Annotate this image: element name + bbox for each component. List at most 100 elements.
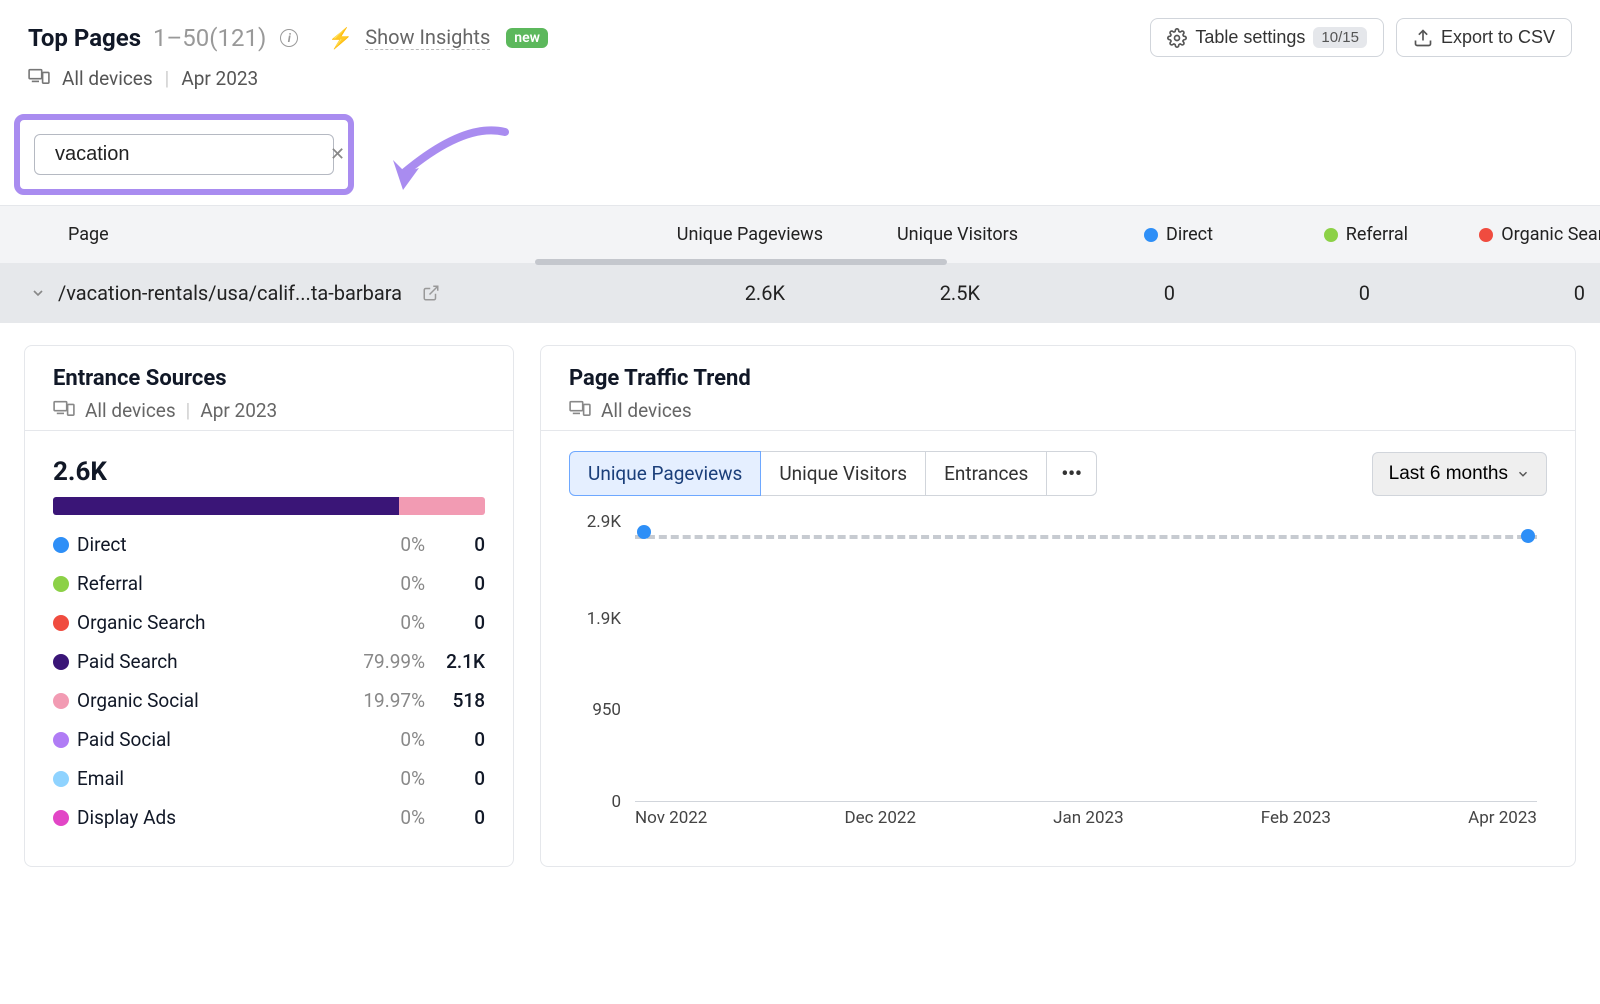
date-label[interactable]: Apr 2023 — [181, 67, 258, 90]
info-icon[interactable]: i — [280, 29, 298, 47]
source-pct: 0% — [345, 533, 425, 556]
upload-icon — [1413, 28, 1433, 48]
separator: | — [165, 67, 170, 90]
col-organic-search[interactable]: Organic Search — [1408, 224, 1600, 245]
page-cell: /vacation-rentals/usa/calif...ta-barbara — [30, 281, 590, 305]
source-dot-icon — [53, 732, 69, 748]
source-row: Paid Social0%0 — [53, 728, 485, 751]
chevron-down-icon[interactable] — [30, 285, 46, 301]
source-label: Referral — [77, 572, 345, 595]
y-tick-label: 0 — [611, 792, 621, 812]
entrance-sources-title: Entrance Sources — [53, 366, 485, 391]
export-label: Export to CSV — [1441, 27, 1555, 48]
source-value: 0 — [425, 806, 485, 829]
traffic-trend-title: Page Traffic Trend — [569, 366, 1547, 391]
panel-body: 2.6K Direct0%0Referral0%0Organic Search0… — [25, 431, 513, 853]
show-insights-link[interactable]: Show Insights — [365, 25, 490, 50]
x-axis: Nov 2022Dec 2022Jan 2023Feb 2023Apr 2023 — [635, 808, 1537, 828]
export-csv-button[interactable]: Export to CSV — [1396, 18, 1572, 57]
horizontal-scrollbar[interactable] — [535, 259, 947, 265]
panel-body: Unique PageviewsUnique VisitorsEntrances… — [541, 431, 1575, 866]
col-unique-visitors[interactable]: Unique Visitors — [823, 224, 1018, 245]
table-settings-button[interactable]: Table settings 10/15 — [1150, 18, 1384, 57]
source-row: Paid Search79.99%2.1K — [53, 650, 485, 673]
y-axis: 2.9K1.9K9500 — [569, 522, 629, 802]
stack-segment — [53, 497, 399, 515]
page-url[interactable]: /vacation-rentals/usa/calif...ta-barbara — [58, 281, 402, 305]
traffic-trend-chart: 2.9K1.9K9500 Nov 2022Dec 2022Jan 2023Feb… — [569, 522, 1547, 842]
page-title: Top Pages — [28, 24, 141, 52]
source-pct: 0% — [345, 611, 425, 634]
panel-sub: All devices | Apr 2023 — [53, 399, 485, 422]
col-referral[interactable]: Referral — [1213, 224, 1408, 245]
source-value: 0 — [425, 572, 485, 595]
source-row: Email0%0 — [53, 767, 485, 790]
panel-header: Page Traffic Trend All devices — [541, 346, 1575, 430]
x-tick-label: Nov 2022 — [635, 808, 707, 828]
source-row: Display Ads0%0 — [53, 806, 485, 829]
cell-organic-search: 0 — [1370, 281, 1585, 305]
entrance-sources-total: 2.6K — [53, 457, 485, 487]
source-value: 518 — [425, 689, 485, 712]
cell-referral: 0 — [1175, 281, 1370, 305]
devices-icon — [53, 399, 75, 422]
source-value: 0 — [425, 767, 485, 790]
trend-tabs: Unique PageviewsUnique VisitorsEntrances… — [569, 451, 1097, 496]
devices-icon — [28, 67, 50, 90]
source-row: Referral0%0 — [53, 572, 485, 595]
search-highlight: ✕ — [14, 114, 354, 195]
table-settings-label: Table settings — [1195, 27, 1305, 48]
source-row: Direct0%0 — [53, 533, 485, 556]
tab-unique-pageviews[interactable]: Unique Pageviews — [569, 451, 761, 496]
source-dot-icon — [53, 654, 69, 670]
col-page[interactable]: Page — [68, 224, 628, 245]
tab-more[interactable]: ••• — [1046, 451, 1096, 496]
trend-point[interactable] — [637, 525, 651, 539]
devices-label: All devices — [85, 399, 176, 422]
source-pct: 0% — [345, 572, 425, 595]
source-dot-icon — [53, 615, 69, 631]
tab-unique-visitors[interactable]: Unique Visitors — [760, 451, 926, 496]
header-filters: All devices | Apr 2023 — [0, 63, 1600, 104]
date-label: Apr 2023 — [200, 399, 277, 422]
source-row: Organic Social19.97%518 — [53, 689, 485, 712]
source-label: Organic Search — [77, 611, 345, 634]
source-label: Paid Social — [77, 728, 345, 751]
source-value: 0 — [425, 728, 485, 751]
col-unique-pageviews[interactable]: Unique Pageviews — [628, 224, 823, 245]
timerange-button[interactable]: Last 6 months — [1372, 452, 1547, 496]
external-link-icon[interactable] — [422, 284, 440, 302]
table-settings-count: 10/15 — [1313, 27, 1367, 48]
pages-table: Page Unique Pageviews Unique Visitors Di… — [0, 205, 1600, 323]
source-label: Direct — [77, 533, 345, 556]
y-tick-label: 950 — [592, 700, 621, 720]
tab-entrances[interactable]: Entrances — [925, 451, 1047, 496]
page-range: 1–50(121) — [153, 24, 266, 52]
source-dot-icon — [53, 576, 69, 592]
header-actions: Table settings 10/15 Export to CSV — [1150, 18, 1572, 57]
entrance-sources-bar — [53, 497, 485, 515]
y-tick-label: 1.9K — [587, 609, 621, 629]
chevron-down-icon — [1516, 467, 1530, 481]
source-dot-icon — [53, 693, 69, 709]
traffic-trend-panel: Page Traffic Trend All devices Unique Pa… — [540, 345, 1576, 867]
search-input[interactable] — [55, 143, 320, 166]
source-label: Display Ads — [77, 806, 345, 829]
source-label: Email — [77, 767, 345, 790]
devices-label[interactable]: All devices — [62, 67, 153, 90]
panel-header: Entrance Sources All devices | Apr 2023 — [25, 346, 513, 430]
header-left: Top Pages 1–50(121) i ⚡ Show Insights ne… — [28, 24, 548, 52]
trend-point[interactable] — [1521, 529, 1535, 543]
col-direct[interactable]: Direct — [1018, 224, 1213, 245]
search-area: ✕ — [0, 104, 1600, 205]
search-box[interactable]: ✕ — [34, 134, 334, 175]
devices-label: All devices — [601, 399, 692, 422]
panel-sub: All devices — [569, 399, 1547, 422]
clear-icon[interactable]: ✕ — [330, 144, 345, 165]
source-pct: 0% — [345, 806, 425, 829]
source-dot-icon — [53, 771, 69, 787]
table-row[interactable]: /vacation-rentals/usa/calif...ta-barbara… — [0, 263, 1600, 323]
entrance-sources-panel: Entrance Sources All devices | Apr 2023 … — [24, 345, 514, 867]
separator: | — [186, 399, 191, 422]
source-pct: 19.97% — [345, 689, 425, 712]
